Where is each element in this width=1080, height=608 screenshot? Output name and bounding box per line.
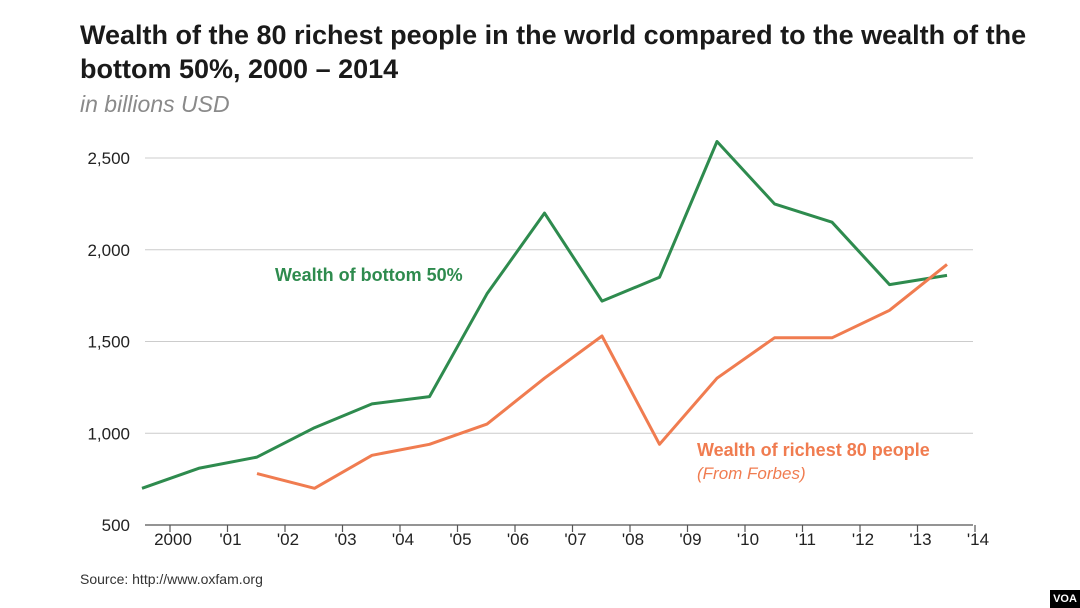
source-note: Source: http://www.oxfam.org bbox=[80, 571, 263, 587]
annotation-forbes-note: (From Forbes) bbox=[697, 464, 806, 483]
chart-subtitle: in billions USD bbox=[80, 91, 230, 117]
y-tick-label: 2,500 bbox=[87, 149, 130, 168]
series-annotations: Wealth of bottom 50% Wealth of richest 80… bbox=[275, 265, 930, 483]
x-tick-label: '02 bbox=[277, 530, 299, 549]
y-tick-label: 2,000 bbox=[87, 241, 130, 260]
annotation-bottom-50: Wealth of bottom 50% bbox=[275, 265, 463, 285]
x-tick-label: '05 bbox=[449, 530, 471, 549]
x-tick-label: 2000 bbox=[154, 530, 192, 549]
x-tick-label: '07 bbox=[564, 530, 586, 549]
chart-title: Wealth of the 80 richest people in the w… bbox=[80, 20, 1027, 84]
x-tick-label: '13 bbox=[909, 530, 931, 549]
x-tick-label: '06 bbox=[507, 530, 529, 549]
x-tick-label: '11 bbox=[795, 530, 816, 549]
x-tick-label: '04 bbox=[392, 530, 414, 549]
x-tick-label: '09 bbox=[679, 530, 701, 549]
y-tick-label: 500 bbox=[102, 516, 130, 535]
x-tick-label: '01 bbox=[219, 530, 241, 549]
annotation-richest-80: Wealth of richest 80 people bbox=[697, 440, 930, 460]
y-tick-label: 1,500 bbox=[87, 333, 130, 352]
voa-logo: VOA bbox=[1050, 590, 1080, 608]
x-tick-label: '08 bbox=[622, 530, 644, 549]
y-tick-label: 1,000 bbox=[87, 424, 130, 443]
x-tick-label: '03 bbox=[334, 530, 356, 549]
series-line-bottom-50 bbox=[141, 140, 948, 490]
x-tick-label: '10 bbox=[737, 530, 759, 549]
series-lines bbox=[141, 140, 948, 490]
x-tick-label: '14 bbox=[967, 530, 989, 549]
x-axis-ticks: 2000 '01 '02 '03 '04 '05 '06 '07 '08 '09 '10 '11 '12… bbox=[154, 525, 989, 549]
y-axis-ticks: 500 1,000 1,500 2,000 2,500 bbox=[87, 149, 130, 535]
x-tick-label: '12 bbox=[852, 530, 874, 549]
grid-lines bbox=[145, 157, 973, 526]
